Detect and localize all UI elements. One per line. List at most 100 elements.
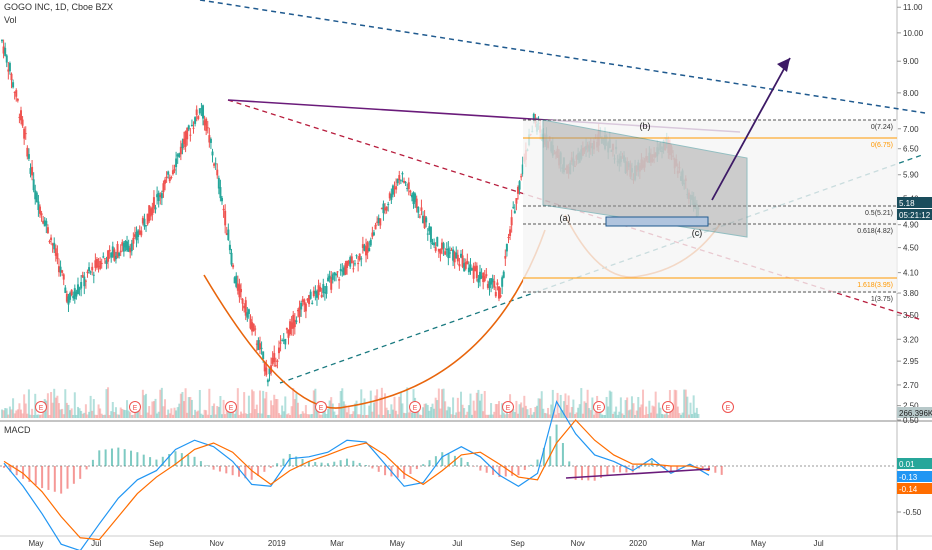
candle-body <box>225 233 228 235</box>
volume-bar <box>577 407 580 418</box>
volume-bar <box>390 404 393 418</box>
volume-bar <box>89 395 92 418</box>
candle-body <box>121 242 124 246</box>
candle-body <box>111 246 114 257</box>
candle-body <box>247 309 250 314</box>
macd-hist-bar <box>600 466 603 478</box>
candle-body <box>445 249 448 251</box>
volume-bar <box>105 389 108 418</box>
time-tick-label: 2019 <box>268 539 286 548</box>
volume-bar <box>239 411 242 418</box>
volume-bar <box>448 407 451 418</box>
volume-bar <box>464 414 467 418</box>
macd-hist-bar <box>657 464 660 466</box>
candle-body <box>32 179 35 191</box>
symbol-title[interactable]: GOGO INC, 1D, Cboe BZX <box>4 2 114 12</box>
candle-body <box>31 166 34 176</box>
volume-bar <box>4 408 7 418</box>
volume-bar <box>308 414 311 418</box>
volume-bar <box>653 406 656 418</box>
candle-body <box>222 208 225 211</box>
volume-bar <box>648 400 651 418</box>
macd-hist-bar <box>345 458 348 466</box>
candle-body <box>284 338 287 345</box>
candle-body <box>27 154 30 159</box>
volume-bar <box>233 413 236 418</box>
volume-bar <box>208 388 211 418</box>
volume-bar <box>181 392 184 418</box>
volume-bar <box>447 406 450 418</box>
volume-bar <box>504 414 507 418</box>
candle-body <box>116 243 119 258</box>
macd-hist-bar <box>238 466 240 477</box>
volume-bar <box>228 412 231 418</box>
volume-bar <box>346 412 349 418</box>
earnings-letter: E <box>726 405 731 412</box>
candle-body <box>219 187 222 199</box>
volume-bar <box>399 391 402 418</box>
candle-body <box>353 263 356 265</box>
volume-bar <box>108 414 111 418</box>
candle-body <box>243 305 246 309</box>
candle-body <box>189 134 192 136</box>
candle-body <box>409 190 412 193</box>
macd-hist-bar <box>460 457 463 466</box>
volume-bar <box>640 404 643 418</box>
volume-bar <box>301 411 304 418</box>
price-tick-label: 2.50 <box>903 402 919 411</box>
volume-bar <box>189 396 192 418</box>
volume-bar <box>287 413 290 418</box>
candle-body <box>369 239 372 246</box>
volume-bar <box>281 405 284 418</box>
volume-bar <box>214 414 217 418</box>
macd-hist-bar <box>295 456 298 466</box>
candle-body <box>246 312 249 318</box>
candle-body <box>130 243 133 252</box>
candle-body <box>118 252 121 256</box>
volume-bar <box>434 397 437 418</box>
candle-body <box>520 176 523 178</box>
volume-bar <box>494 404 497 418</box>
candle-body <box>442 243 445 249</box>
volume-bar <box>76 406 79 418</box>
volume-bar <box>391 409 394 418</box>
candle-body <box>184 131 187 147</box>
candle-body <box>460 253 463 258</box>
volume-bar <box>694 412 697 418</box>
candle-body <box>100 262 103 264</box>
volume-bar <box>100 413 103 418</box>
volume-bar <box>477 389 480 418</box>
volume-bar <box>553 409 556 418</box>
candle-body <box>157 192 160 202</box>
candle-body <box>262 351 265 360</box>
candle-body <box>138 230 141 235</box>
volume-bar <box>341 388 344 418</box>
volume-bar <box>573 414 576 418</box>
macd-hist-bar <box>403 466 406 479</box>
candle-body <box>236 283 239 291</box>
candle-body <box>160 193 163 199</box>
volume-bar <box>369 390 372 418</box>
candle-body <box>135 231 138 241</box>
macd-hist-bar <box>104 449 107 466</box>
candle-body <box>431 242 434 244</box>
candle-body <box>26 147 29 157</box>
candle-body <box>493 281 496 288</box>
volume-bar <box>496 404 499 418</box>
volume-bar <box>395 410 398 418</box>
candle-body <box>45 220 48 226</box>
candle-body <box>271 357 274 364</box>
projection-arrow-head <box>777 58 790 72</box>
volume-bar <box>184 388 187 418</box>
volume-bar <box>111 401 114 418</box>
candle-body <box>99 260 102 269</box>
macd-hist-bar <box>41 466 44 489</box>
volume-bar <box>342 401 345 418</box>
signal-line <box>3 419 710 541</box>
volume-bar <box>543 412 546 418</box>
candle-body <box>178 153 181 157</box>
volume-bar <box>15 410 18 418</box>
volume-bar <box>205 410 208 418</box>
